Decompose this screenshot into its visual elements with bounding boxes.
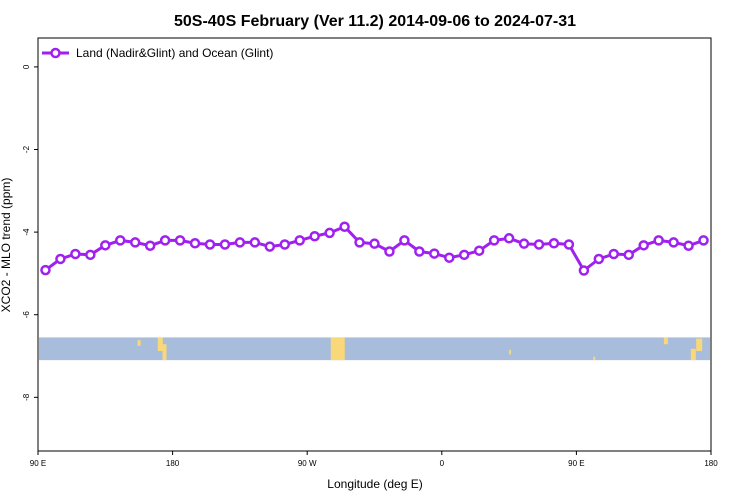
data-point <box>234 237 246 248</box>
map-land-4 <box>330 337 345 361</box>
chart-title: 50S-40S February (Ver 11.2) 2014-09-06 t… <box>174 13 576 30</box>
data-point <box>70 248 81 260</box>
data-point <box>683 240 694 251</box>
y-tick-label-1: 0 <box>22 64 31 69</box>
y-tick-label-3: -4 <box>22 228 31 236</box>
data-point <box>473 245 485 256</box>
data-point <box>144 240 156 251</box>
y-axis-label: XCO2 - MLO trend (ppm) <box>0 178 13 313</box>
data-point <box>264 241 276 252</box>
x-tick-label-6: 180 <box>704 459 718 468</box>
data-point <box>653 235 664 246</box>
x-tick-label-5: 90 E <box>568 459 584 468</box>
x-tick-label-1: 90 E <box>30 459 46 468</box>
data-point <box>593 253 605 265</box>
map-land-9 <box>690 348 696 361</box>
data-point <box>668 237 679 248</box>
data-point <box>548 238 560 249</box>
data-point <box>279 239 291 250</box>
data-point <box>204 239 216 250</box>
legend-label-series-1: Land (Nadir&Glint) and Ocean (Glint) <box>76 46 273 60</box>
data-point <box>384 246 395 257</box>
data-point <box>533 239 545 250</box>
data-point <box>339 221 350 232</box>
y-tick-label-4: -6 <box>22 311 31 319</box>
y-tick-label-2: -2 <box>22 145 31 153</box>
data-point <box>55 253 66 265</box>
map-land-2 <box>157 337 163 352</box>
map-land-1 <box>137 340 141 346</box>
data-point <box>129 237 141 248</box>
data-point <box>369 238 380 249</box>
data-point <box>444 252 455 263</box>
data-point <box>40 264 51 276</box>
y-tick-label-5: -8 <box>22 393 31 401</box>
data-point <box>159 235 171 246</box>
data-point <box>414 246 425 257</box>
data-point <box>503 233 515 244</box>
legend: Land (Nadir&Glint) and Ocean (Glint) <box>42 46 273 60</box>
data-point <box>324 227 335 239</box>
data-point <box>294 235 305 246</box>
x-tick-label-3: 90 W <box>298 459 317 468</box>
data-point <box>608 248 620 260</box>
x-axis-label: Longitude (deg E) <box>327 477 422 491</box>
map-land-7 <box>663 337 668 345</box>
data-point <box>399 235 410 246</box>
y-axis: 0 -2 -4 -6 -8 <box>22 64 38 401</box>
data-point <box>429 248 440 259</box>
data-point <box>100 240 111 251</box>
data-point <box>174 235 186 246</box>
map-strip <box>39 337 710 361</box>
plot-frame <box>37 37 712 452</box>
data-point <box>488 235 500 246</box>
data-point <box>578 265 590 276</box>
data-point <box>698 235 709 246</box>
map-ocean <box>39 337 710 361</box>
data-point <box>219 239 231 250</box>
map-land-3 <box>162 344 167 361</box>
map-land-6 <box>593 356 596 361</box>
data-point <box>638 240 649 251</box>
map-land-8 <box>696 338 703 352</box>
x-tick-label-2: 180 <box>166 459 180 468</box>
data-point <box>189 238 201 249</box>
data-point <box>354 237 365 248</box>
data-point <box>309 230 320 242</box>
legend-marker-swatch <box>50 47 61 59</box>
data-point <box>458 249 470 261</box>
data-point <box>563 239 575 250</box>
data-point <box>249 237 261 248</box>
x-axis: 90 E 180 90 W 0 90 E 180 <box>30 451 718 468</box>
x-tick-label-4: 0 <box>440 459 445 468</box>
series-layer <box>40 221 709 276</box>
data-point <box>518 238 530 249</box>
data-point <box>623 249 634 261</box>
data-point <box>115 235 126 246</box>
map-land-5 <box>509 349 512 355</box>
data-point <box>85 249 96 261</box>
